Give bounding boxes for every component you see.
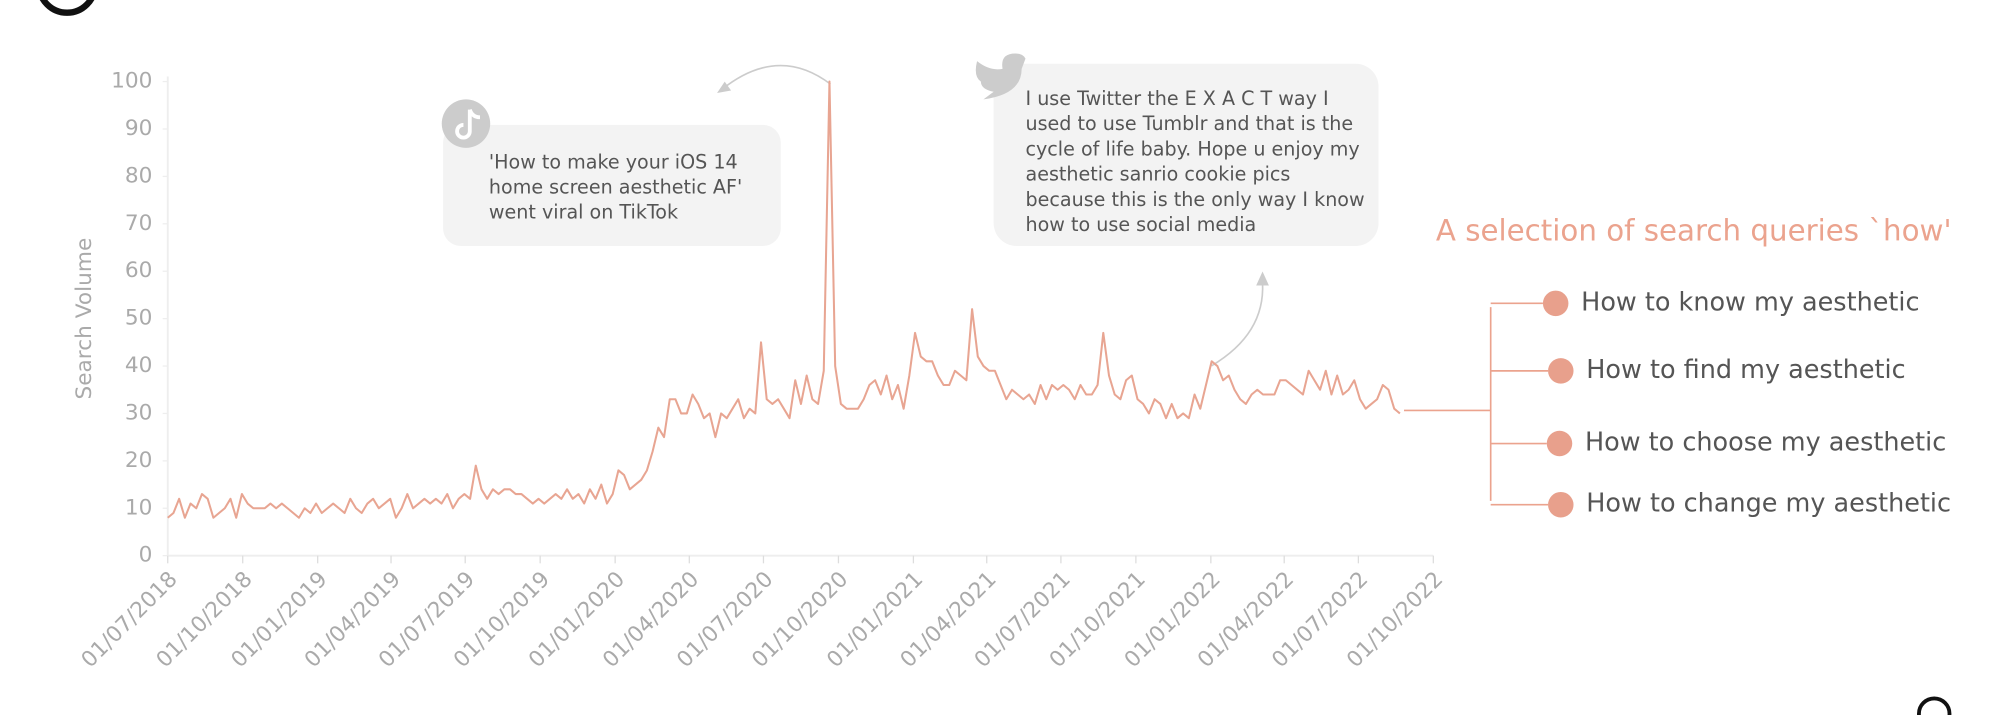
tiktok-bubble: [443, 124, 781, 246]
annotation-line: cycle of life baby. Hope u enjoy my: [1025, 137, 1359, 160]
item-dot: [1548, 491, 1574, 518]
y-tick-label: 60: [125, 258, 153, 283]
annotation-line: aesthetic sanrio cookie pics: [1025, 163, 1290, 186]
y-tick-label: 10: [125, 495, 153, 520]
annotation-line: went viral on TikTok: [489, 200, 679, 223]
annotation-line: how to use social media: [1025, 213, 1256, 236]
arrow-head: [717, 81, 732, 94]
annotation-line: because this is the only way I know: [1025, 188, 1364, 211]
y-tick-label: 20: [125, 448, 153, 473]
annotation-line: 'How to make your iOS 14: [489, 151, 738, 174]
side-item: How to choose my aesthetic: [1585, 428, 1946, 458]
side-item: How to change my aesthetic: [1586, 489, 1951, 519]
tiktok-icon: [441, 99, 491, 148]
annotation-line: home screen aesthetic AF': [489, 175, 742, 198]
item-dot: [1542, 290, 1569, 317]
arrow: [1211, 282, 1264, 367]
y-axis-label: Search Volume: [72, 238, 97, 400]
tiktok-glyph: [455, 108, 481, 140]
arrow-head: [1256, 271, 1269, 286]
side-item: How to know my aesthetic: [1581, 287, 1919, 317]
y-tick-label: 80: [125, 163, 153, 188]
y-tick-label: 30: [125, 400, 153, 425]
y-tick-label: 40: [125, 353, 153, 378]
y-tick-label: 50: [125, 306, 153, 331]
twitter-bubble: [993, 63, 1379, 246]
y-tick-label: 70: [125, 211, 153, 236]
item-dot: [1546, 430, 1573, 457]
arrow: [721, 64, 831, 90]
logo: [39, 0, 95, 16]
y-tick-label: 0: [139, 543, 153, 568]
side-item: How to find my aesthetic: [1586, 355, 1905, 385]
y-tick-label: 90: [125, 116, 153, 141]
corner-icon: [1917, 696, 1952, 715]
y-tick-label: 100: [111, 69, 152, 94]
twitter-icon: [975, 53, 1026, 100]
line-series: [167, 80, 1401, 519]
side-title: A selection of search queries `how': [1436, 213, 1952, 247]
annotation-line: I use Twitter the E X A C T way I: [1025, 87, 1328, 110]
annotation-line: used to use Tumblr and that is the: [1025, 112, 1353, 135]
item-dot: [1548, 358, 1574, 384]
